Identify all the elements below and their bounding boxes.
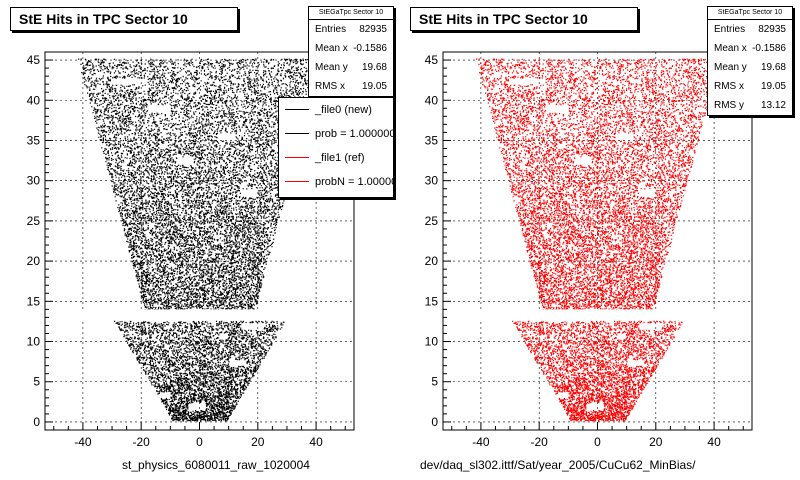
hit-markers: [78, 58, 322, 422]
y-tick-label: 35: [27, 133, 41, 147]
hit-markers: [476, 58, 720, 422]
legend-entry-file0: _file0 (new): [279, 98, 393, 122]
stats-row-rms-y: RMS y 13.12: [708, 96, 792, 115]
stats-label: RMS y: [714, 100, 744, 111]
stats-label: Entries: [315, 24, 347, 35]
stats-row-mean-y: Mean y 19.68: [708, 58, 792, 77]
y-tick-label: 5: [33, 375, 40, 389]
stats-row-entries: Entries 82935: [708, 20, 792, 39]
legend-entry-probn: probN = 1.000000: [279, 170, 393, 194]
y-tick-label: 5: [431, 375, 438, 389]
legend-label: _file0 (new): [315, 104, 372, 116]
stats-row-mean-y: Mean y 19.68: [309, 58, 393, 77]
plot-title-right: StE Hits in TPC Sector 10: [410, 7, 638, 31]
gap-band: [46, 309, 353, 320]
stats-row-entries: Entries 82935: [309, 20, 393, 39]
x-tick-label: -20: [531, 435, 549, 449]
stats-label: Mean y: [315, 62, 348, 73]
stats-value: 82935: [758, 24, 786, 35]
x-tick-label: 40: [707, 435, 721, 449]
x-tick-label: 20: [649, 435, 663, 449]
legend-swatch: [285, 109, 309, 110]
y-tick-label: 40: [27, 93, 41, 107]
y-tick-label: 30: [27, 174, 41, 188]
stats-value: 82935: [359, 24, 387, 35]
scatter-plot: -40 -20 0 20 40 0 5 10 15 20 25 30 35 40 45: [425, 51, 753, 449]
stats-box-right: StEGaTpc Sector 10 Entries 82935 Mean x -0…: [707, 6, 793, 116]
footer-left: st_physics_6080011_raw_1020004: [122, 458, 310, 472]
stats-label: RMS x: [714, 81, 744, 92]
legend-swatch: [285, 157, 309, 158]
gap-band: [444, 309, 751, 320]
legend-label: probN = 1.000000: [315, 176, 393, 188]
y-tick-label: 15: [27, 294, 41, 308]
legend-entry-prob: prob = 1.000000: [279, 122, 393, 146]
plot-title-left: StE Hits in TPC Sector 10: [10, 7, 238, 31]
stats-value: 19.68: [361, 62, 387, 73]
y-tick-label: 10: [425, 335, 439, 349]
stats-row-rms-x: RMS x 19.05: [708, 77, 792, 96]
stats-header: StEGaTpc Sector 10: [309, 7, 393, 20]
y-tick-label: 35: [425, 133, 439, 147]
stats-value: 19.05: [760, 81, 786, 92]
y-tick-label: 20: [425, 254, 439, 268]
legend: _file0 (new) prob = 1.000000 _file1 (ref…: [278, 97, 394, 198]
y-tick-label: 45: [27, 53, 41, 67]
x-tick-label: -20: [133, 435, 151, 449]
y-tick-label: 0: [431, 415, 438, 429]
x-tick-label: -40: [74, 435, 92, 449]
stats-value: 19.05: [361, 81, 387, 92]
stats-label: Entries: [714, 24, 746, 35]
legend-label: _file1 (ref): [315, 152, 365, 164]
y-tick-label: 30: [425, 174, 439, 188]
y-tick-label: 20: [27, 254, 41, 268]
y-tick-label: 10: [27, 335, 41, 349]
y-tick-label: 25: [425, 214, 439, 228]
y-tick-label: 45: [425, 53, 439, 67]
stats-value: 19.68: [760, 62, 786, 73]
y-tick-label: 25: [27, 214, 41, 228]
y-tick-label: 0: [33, 415, 40, 429]
y-tick-label: 15: [425, 294, 439, 308]
stats-row-mean-x: Mean x -0.1586: [309, 39, 393, 58]
legend-label: prob = 1.000000: [315, 128, 394, 140]
stats-label: RMS x: [315, 81, 345, 92]
stats-value: -0.1586: [752, 43, 786, 54]
stats-row-mean-x: Mean x -0.1586: [708, 39, 792, 58]
stats-label: Mean y: [714, 62, 747, 73]
stats-row-rms-x: RMS x 19.05: [309, 77, 393, 96]
x-tick-label: 20: [251, 435, 265, 449]
stats-value: -0.1586: [353, 43, 387, 54]
legend-entry-file1: _file1 (ref): [279, 146, 393, 170]
footer-right: dev/daq_sl302.ittf/Sat/year_2005/CuCu62_…: [420, 458, 696, 472]
x-tick-label: 0: [196, 435, 203, 449]
legend-swatch: [285, 181, 309, 182]
stats-value: 13.12: [760, 100, 786, 111]
stats-box-left: StEGaTpc Sector 10 Entries 82935 Mean x -0…: [308, 6, 394, 97]
x-tick-label: -40: [472, 435, 490, 449]
stats-label: Mean x: [714, 43, 747, 54]
y-tick-label: 40: [425, 93, 439, 107]
legend-swatch: [285, 133, 309, 134]
stats-label: Mean x: [315, 43, 348, 54]
x-tick-label: 40: [309, 435, 323, 449]
x-tick-label: 0: [594, 435, 601, 449]
stats-header: StEGaTpc Sector 10: [708, 7, 792, 20]
